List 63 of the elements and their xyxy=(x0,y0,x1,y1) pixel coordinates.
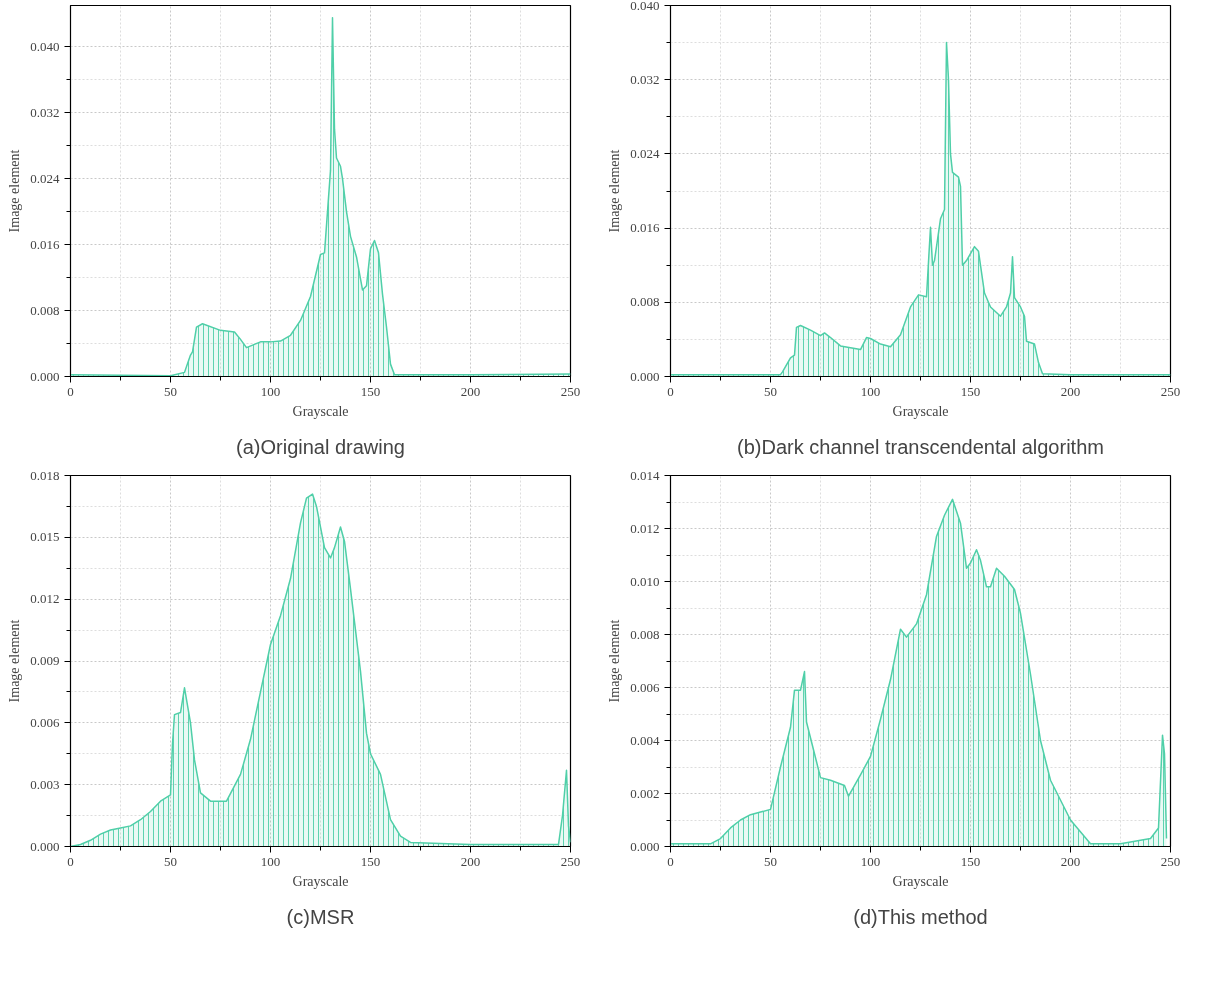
y-tick-label: 0.015 xyxy=(30,529,60,545)
y-tick-label: 0.002 xyxy=(630,785,660,801)
x-tick-label: 50 xyxy=(164,853,177,869)
x-tick-label: 150 xyxy=(960,383,981,399)
y-tick-label: 0.008 xyxy=(630,626,660,642)
x-tick-label: 0 xyxy=(667,383,674,399)
x-tick-label: 150 xyxy=(960,853,981,869)
y-axis-title: Image element xyxy=(607,619,623,703)
y-tick-label: 0.006 xyxy=(30,714,60,730)
y-axis-title: Image element xyxy=(7,619,23,703)
x-axis-title: Grayscale xyxy=(292,873,349,889)
y-tick-label: 0.018 xyxy=(30,467,60,483)
x-axis-title: Grayscale xyxy=(892,403,949,419)
x-tick-label: 50 xyxy=(164,383,177,399)
x-tick-label: 200 xyxy=(1060,383,1081,399)
y-tick-label: 0.032 xyxy=(30,104,60,120)
x-tick-label: 0 xyxy=(67,853,74,869)
x-axis-title: Grayscale xyxy=(292,403,349,419)
y-tick-label: 0.006 xyxy=(630,679,660,695)
y-tick-label: 0.000 xyxy=(30,838,60,854)
y-tick-label: 0.004 xyxy=(630,732,660,748)
y-tick-label: 0.040 xyxy=(630,0,660,13)
text: (d)This method xyxy=(853,906,988,928)
y-tick-label: 0.014 xyxy=(630,467,660,483)
text: (b)Dark channel transcendental algorithm xyxy=(737,436,1104,458)
x-tick-label: 150 xyxy=(360,853,381,869)
x-tick-label: 0 xyxy=(67,383,74,399)
text: (c)MSR xyxy=(286,906,355,928)
y-tick-label: 0.012 xyxy=(30,591,60,607)
x-axis-title: Grayscale xyxy=(892,873,949,889)
y-tick-label: 0.024 xyxy=(30,170,60,186)
y-tick-label: 0.016 xyxy=(630,220,660,236)
y-tick-label: 0.000 xyxy=(30,368,60,384)
x-tick-label: 200 xyxy=(460,853,481,869)
y-tick-label: 0.024 xyxy=(630,145,660,161)
x-tick-label: 50 xyxy=(764,853,777,869)
x-tick-label: 100 xyxy=(260,383,281,399)
y-axis-title: Image element xyxy=(7,149,23,233)
y-tick-label: 0.003 xyxy=(30,776,60,792)
y-tick-label: 0.012 xyxy=(630,520,660,536)
y-tick-label: 0.008 xyxy=(30,302,60,318)
y-tick-label: 0.040 xyxy=(30,38,60,54)
y-tick-label: 0.000 xyxy=(630,368,660,384)
y-tick-label: 0.000 xyxy=(630,838,660,854)
x-tick-label: 0 xyxy=(667,853,674,869)
x-tick-label: 100 xyxy=(260,853,281,869)
y-tick-label: 0.010 xyxy=(630,573,660,589)
x-tick-label: 100 xyxy=(860,853,881,869)
x-tick-label: 200 xyxy=(460,383,481,399)
y-tick-label: 0.008 xyxy=(630,294,660,310)
x-tick-label: 250 xyxy=(1160,853,1181,869)
y-axis-title: Image element xyxy=(607,149,623,233)
x-tick-label: 250 xyxy=(1160,383,1181,399)
y-tick-label: 0.032 xyxy=(630,71,660,87)
y-tick-label: 0.016 xyxy=(30,236,60,252)
x-tick-label: 150 xyxy=(360,383,381,399)
y-tick-label: 0.009 xyxy=(30,653,60,668)
x-tick-label: 250 xyxy=(560,383,581,399)
x-tick-label: 50 xyxy=(764,383,777,399)
x-tick-label: 100 xyxy=(860,383,881,399)
x-tick-label: 250 xyxy=(560,853,581,869)
x-tick-label: 200 xyxy=(1060,853,1081,869)
text: (a)Original drawing xyxy=(236,436,405,458)
